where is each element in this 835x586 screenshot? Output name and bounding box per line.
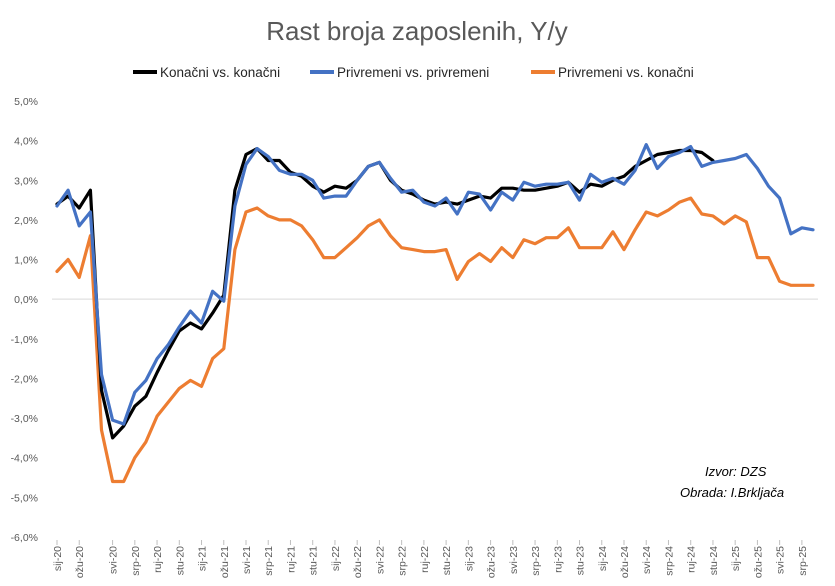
x-tick-label: svi-24 bbox=[641, 546, 653, 574]
author-label: Obrada: I.Brkljača bbox=[680, 485, 784, 500]
x-tick-label: ožu-23 bbox=[486, 546, 498, 578]
plot-area bbox=[55, 143, 815, 484]
legend: Konačni vs. konačni Privremeni vs. privr… bbox=[133, 65, 694, 80]
x-tick-label: stu-20 bbox=[174, 546, 186, 575]
x-tick-label: sij-25 bbox=[730, 546, 742, 571]
x-tick-label: sij-20 bbox=[52, 546, 64, 571]
x-tick-label: ruj-24 bbox=[686, 546, 698, 573]
x-axis: sij-20 ožu-20 svi-20 srp-20 ruj-20 stu-20 sij-… bbox=[52, 298, 818, 578]
x-tick-label: ruj-23 bbox=[552, 546, 564, 573]
y-tick-label: 3,0% bbox=[14, 175, 38, 187]
x-tick-label: stu-22 bbox=[441, 546, 453, 575]
x-tick-label: srp-20 bbox=[130, 546, 142, 576]
x-tick-label: ožu-20 bbox=[74, 546, 86, 578]
y-tick-label: -5,0% bbox=[11, 492, 38, 504]
x-tick-label: ruj-20 bbox=[152, 546, 164, 573]
legend-label-privremeni: Privremeni vs. privremeni bbox=[337, 65, 489, 80]
x-tick-label: ožu-25 bbox=[752, 546, 764, 578]
x-tick-label: sij-24 bbox=[597, 546, 609, 571]
x-tick-label: svi-22 bbox=[374, 546, 386, 574]
x-tick-label: svi-25 bbox=[775, 546, 787, 574]
y-tick-label: -4,0% bbox=[11, 453, 38, 465]
y-tick-label: -6,0% bbox=[11, 532, 38, 544]
y-tick-label: 1,0% bbox=[14, 255, 38, 267]
x-tick-label: stu-23 bbox=[575, 546, 587, 575]
legend-label-privremeni-konacni: Privremeni vs. konačni bbox=[558, 65, 694, 80]
x-tick-label: srp-24 bbox=[663, 546, 675, 576]
y-axis: -6,0% -5,0% -4,0% -3,0% -2,0% -1,0% 0,0% 1,0% 2,… bbox=[11, 96, 38, 544]
line-privremeni bbox=[55, 143, 815, 426]
x-tick-label: srp-25 bbox=[797, 546, 809, 576]
x-tick-label: svi-20 bbox=[108, 546, 120, 574]
x-tick-label: ožu-21 bbox=[219, 546, 231, 578]
x-tick-label: sij-21 bbox=[197, 546, 209, 571]
x-tick-label: ruj-21 bbox=[285, 546, 297, 573]
legend-label-konacni: Konačni vs. konačni bbox=[160, 65, 280, 80]
x-tick-label: svi-23 bbox=[508, 546, 520, 574]
x-tick-label: ruj-22 bbox=[419, 546, 431, 573]
chart-title: Rast broja zaposlenih, Y/y bbox=[266, 16, 568, 46]
y-tick-label: 5,0% bbox=[14, 96, 38, 108]
source-label: Izvor: DZS bbox=[705, 464, 767, 479]
line-konacni bbox=[55, 147, 715, 440]
x-tick-label: srp-23 bbox=[530, 546, 542, 576]
x-tick-label: stu-21 bbox=[308, 546, 320, 575]
y-tick-label: 0,0% bbox=[14, 294, 38, 306]
y-tick-label: -2,0% bbox=[11, 373, 38, 385]
x-tick-label: ožu-22 bbox=[352, 546, 364, 578]
y-tick-label: -3,0% bbox=[11, 413, 38, 425]
x-tick-label: sij-23 bbox=[463, 546, 475, 571]
y-tick-label: -1,0% bbox=[11, 334, 38, 346]
x-tick-label: srp-21 bbox=[263, 546, 275, 576]
x-tick-label: stu-24 bbox=[708, 546, 720, 575]
y-tick-label: 2,0% bbox=[14, 215, 38, 227]
x-tick-label: svi-21 bbox=[241, 546, 253, 574]
x-tick-label: srp-22 bbox=[397, 546, 409, 576]
x-tick-label: ožu-24 bbox=[619, 546, 631, 578]
x-tick-label: sij-22 bbox=[330, 546, 342, 571]
line-privremeni-konacni bbox=[55, 196, 815, 484]
y-tick-label: 4,0% bbox=[14, 136, 38, 148]
